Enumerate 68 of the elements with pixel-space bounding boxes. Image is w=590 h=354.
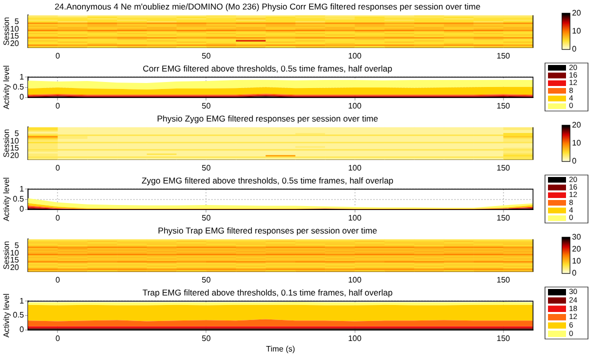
y-tick-label: 5 (14, 16, 20, 26)
y-tick-label: 0.5 (12, 310, 25, 320)
y-tick-label: 5 (14, 240, 20, 250)
x-tick-label: 150 (496, 213, 511, 222)
y-tick-label: 0 (20, 325, 25, 334)
x-tick-label: 0 (55, 213, 60, 222)
chart-title: Physio Trap EMG filtered responses per session over time (158, 225, 378, 236)
x-tick-label: 100 (348, 163, 362, 172)
color-bar-label: 0 (572, 44, 577, 54)
x-tick-label: 100 (348, 334, 362, 343)
x-tick-label: 150 (496, 51, 511, 60)
chart-title: 24.Anonymous 4 Ne m'oubliez mie/DOMINO (Mo 236) Physio Corr EMG filtered responses per session over time (54, 1, 481, 12)
y-tick-label: 5 (14, 128, 20, 138)
y-tick-label: 15 (10, 32, 20, 41)
y-tick-label: 15 (10, 256, 20, 265)
y-tick-label: 10 (10, 136, 20, 146)
x-tick-label: 50 (202, 101, 212, 110)
y-tick-label: 0.5 (12, 194, 25, 204)
color-bar-label: 20 (572, 8, 582, 18)
x-tick-label: 50 (202, 213, 212, 222)
y-axis-title: Activity level (2, 65, 12, 110)
x-tick-label: 150 (496, 163, 511, 172)
chart-title: Physio Zygo EMG filtered responses per session over time (156, 113, 378, 124)
x-tick-label: 50 (202, 275, 212, 284)
x-tick-label: 50 (202, 163, 212, 172)
x-tick-label: 0 (55, 275, 60, 284)
y-axis-title: Session (2, 129, 12, 158)
color-bar-label: 10 (572, 26, 582, 36)
y-tick-label: 10 (10, 248, 20, 258)
chart-title: Zygo EMG filtered above thresholds, 0.5s time frames, half overlap (142, 175, 394, 186)
color-bar-label: 10 (572, 256, 582, 266)
chart-title: Trap EMG filtered above thresholds, 0.1s time frames, half overlap (142, 287, 393, 298)
x-tick-label: 100 (348, 101, 362, 110)
chart-title: Corr EMG filtered above thresholds, 0.5s time frames, half overlap (142, 63, 392, 74)
y-tick-label: 10 (10, 24, 20, 34)
x-tick-label: 50 (202, 334, 212, 343)
y-tick-label: 15 (10, 144, 20, 153)
color-bar-label: 0 (572, 268, 577, 278)
x-tick-label: 150 (496, 275, 511, 284)
x-tick-label: 0 (55, 51, 60, 60)
y-axis-title: Activity level (2, 293, 12, 338)
y-tick-label: 1 (20, 72, 25, 82)
y-tick-label: 20 (10, 150, 20, 160)
x-tick-label: 100 (348, 213, 362, 222)
y-tick-label: 0.5 (12, 82, 25, 92)
color-bar-label: 10 (572, 138, 582, 148)
x-tick-label: 100 (348, 275, 362, 284)
color-bar-label: 30 (572, 232, 582, 242)
x-tick-label: 50 (202, 51, 212, 60)
y-tick-label: 20 (10, 38, 20, 48)
y-tick-label: 1 (20, 296, 25, 306)
y-tick-label: 20 (10, 262, 20, 272)
y-axis-title: Session (2, 241, 12, 270)
color-bar-label: 20 (572, 244, 582, 254)
y-tick-label: 0 (20, 92, 25, 102)
x-tick-label: 150 (496, 334, 511, 343)
x-tick-label: 100 (348, 51, 362, 60)
x-tick-label: 0 (55, 163, 60, 172)
color-bar-label: 20 (572, 120, 582, 130)
x-axis-title: Time (s) (266, 344, 296, 354)
x-tick-label: 0 (55, 334, 60, 343)
color-bar-label: 0 (572, 156, 577, 166)
x-tick-label: 0 (55, 101, 60, 110)
y-tick-label: 1 (20, 184, 25, 194)
y-axis-title: Session (2, 17, 12, 46)
y-axis-title: Activity level (2, 177, 12, 222)
y-tick-label: 0 (20, 204, 25, 214)
x-tick-label: 150 (496, 101, 511, 110)
